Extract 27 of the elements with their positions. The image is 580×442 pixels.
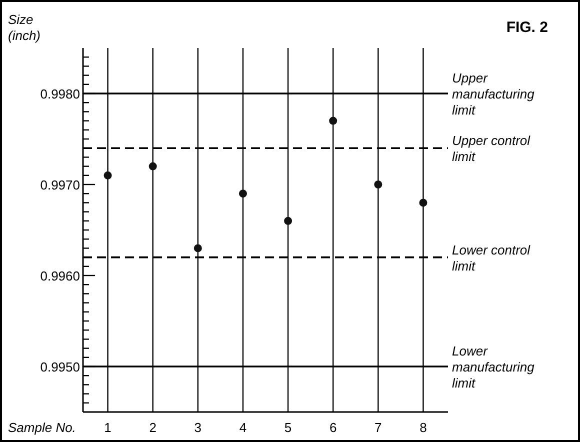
point [419, 198, 428, 207]
ref-line-label: Upper control limit [452, 133, 532, 164]
x-tick-label: 5 [284, 420, 292, 435]
point [238, 190, 247, 198]
ref-line-label: Upper manufacturing limit [452, 70, 536, 118]
point [284, 216, 292, 225]
point [148, 162, 157, 170]
y-tick-label: 0.9980 [40, 86, 80, 102]
x-tick-label: 4 [239, 420, 247, 435]
x-tick-label: 3 [194, 420, 202, 435]
x-tick-label: 6 [329, 420, 337, 435]
point [374, 180, 382, 188]
y-tick-label: 0.9970 [40, 178, 80, 192]
x-tick-label: 8 [420, 420, 427, 435]
ref-line-label: Lower manufacturing limit [452, 344, 536, 390]
point [104, 171, 112, 180]
text: 0.9950 [40, 360, 80, 374]
y-tick-label: 0.9960 [40, 268, 80, 284]
x-tick-label: 7 [374, 420, 382, 435]
point [194, 244, 202, 252]
x-tick-label: 2 [149, 420, 156, 435]
point [329, 116, 338, 125]
x-tick-label: 1 [104, 420, 112, 435]
text: FIG. 2 [506, 19, 548, 36]
y-axis-title: Size (inch) [8, 12, 41, 43]
ref-line-label: Lower control limit [452, 242, 532, 274]
x-axis-title: Sample No. [8, 420, 76, 435]
